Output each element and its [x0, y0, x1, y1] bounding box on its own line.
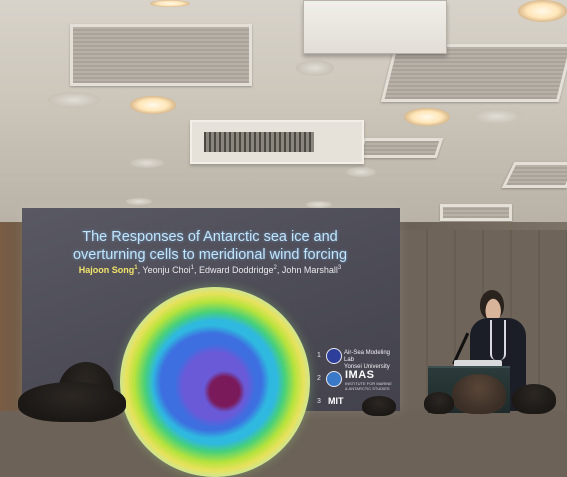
- ceiling-light-icon: [404, 108, 450, 126]
- affiliation-line: Air-Sea Modeling Lab: [344, 350, 391, 363]
- affiliation-number: 1: [317, 352, 321, 359]
- ceiling-speaker-icon: [130, 158, 164, 168]
- university-emblem-icon: [326, 348, 342, 364]
- affiliation-line: & ANTARCTIC STUDIES: [345, 386, 390, 391]
- affiliation-2: IMAS INSTITUTE FOR MARINE & ANTARCTIC ST…: [345, 369, 399, 391]
- affiliation-number: 2: [317, 375, 321, 382]
- affiliation-number: 3: [317, 398, 321, 405]
- ceiling-vent-far: [440, 204, 512, 221]
- ceiling-speaker-icon: [126, 198, 152, 205]
- audience-head: [452, 374, 506, 414]
- coauthor-name: Yeonju Choi: [142, 265, 191, 275]
- laptop-icon: [454, 360, 502, 368]
- ceiling-vent-edge: [501, 162, 567, 188]
- affiliation-line: Yonsei University: [344, 364, 390, 370]
- author-affiliation-mark: 3: [337, 265, 342, 271]
- audience-head: [512, 384, 556, 414]
- air-conditioner-icon: [190, 120, 364, 164]
- ceiling-speaker-icon: [306, 201, 332, 208]
- ceiling-speaker-icon: [48, 92, 100, 108]
- audience-head: [18, 382, 126, 422]
- projector-icon: [303, 0, 447, 54]
- affiliation-1: Air-Sea Modeling Lab Yonsei University: [344, 350, 398, 371]
- ceiling-speaker-icon: [472, 109, 522, 124]
- ceiling-speaker-icon: [346, 167, 376, 177]
- affiliation-line: INSTITUTE FOR MARINE: [345, 381, 392, 386]
- globe-emblem-icon: [326, 371, 342, 387]
- slide-title-line: The Responses of Antarctic sea ice and: [82, 229, 338, 245]
- slide-authors: Hajoon Song1, Yeonju Choi1, Edward Doddr…: [78, 265, 342, 275]
- audience-head: [424, 392, 454, 414]
- audience-head: [362, 396, 396, 416]
- author-affiliation-mark: 2: [273, 265, 277, 271]
- ceiling-vent-left: [70, 24, 252, 86]
- author-affiliation-mark: 1: [190, 265, 194, 271]
- slide-title-line: overturning cells to meridional wind for…: [72, 247, 348, 263]
- ceiling-light-icon: [518, 0, 567, 22]
- author-affiliation-mark: 1: [134, 265, 138, 271]
- ceiling-speaker-icon: [296, 60, 334, 76]
- slide-title: The Responses of Antarctic sea ice and o…: [40, 228, 380, 264]
- imas-logo-text: IMAS: [345, 369, 375, 381]
- ceiling-light-icon: [150, 0, 190, 7]
- antarctic-sea-ice-map: [120, 287, 310, 477]
- coauthor-name: Edward Doddridge: [198, 265, 274, 275]
- ceiling-vent-small: [356, 138, 444, 158]
- ceiling-light-icon: [130, 96, 176, 114]
- coauthor-name: John Marshall: [281, 265, 338, 275]
- presenter-name: Hajoon Song: [78, 265, 135, 275]
- mit-logo: MIT: [328, 396, 344, 406]
